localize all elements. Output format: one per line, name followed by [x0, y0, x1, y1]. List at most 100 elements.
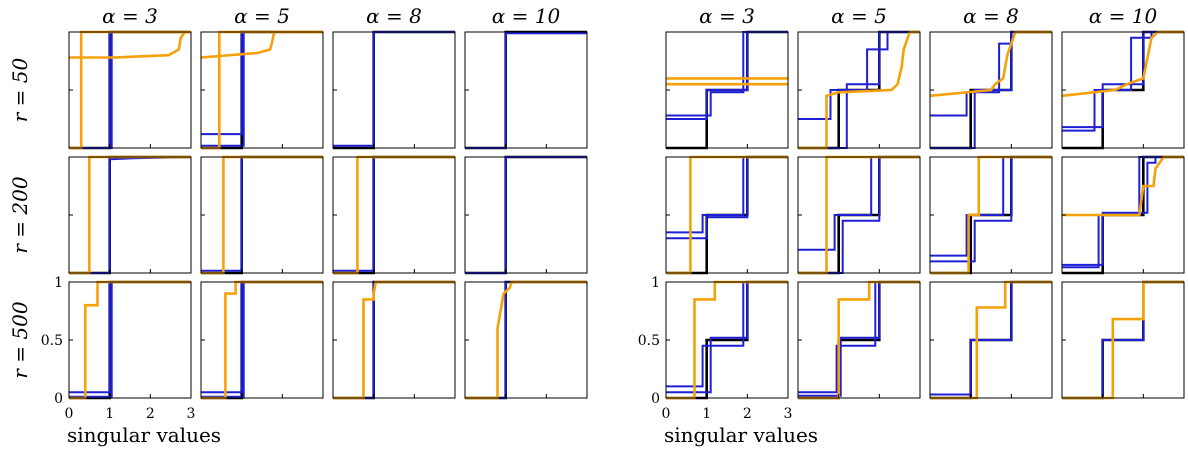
blue-step-series	[798, 156, 920, 251]
panel	[929, 155, 1053, 275]
blue-step-series	[666, 31, 788, 117]
panel-frame	[200, 156, 324, 274]
x-tick-label: 0	[65, 406, 74, 422]
panel-frame	[68, 156, 192, 274]
x-axis-label: singular values	[67, 423, 221, 447]
blue-step-series	[666, 281, 788, 388]
orange-step-series	[69, 30, 191, 59]
panel	[1061, 280, 1185, 400]
panel	[1061, 155, 1185, 275]
panel	[68, 280, 192, 400]
panel-frame	[332, 31, 456, 149]
column-title: α = 8	[366, 4, 422, 28]
blue-step-series	[465, 32, 587, 149]
orange-step-series	[69, 155, 191, 275]
blue-step-series	[1062, 31, 1184, 132]
orange-step-series	[201, 280, 323, 400]
blue-step-series	[1062, 31, 1184, 129]
panel	[200, 280, 324, 400]
blue-step-series	[69, 281, 191, 398]
blue-step-series	[1062, 281, 1184, 399]
row-label: r = 200	[8, 176, 32, 253]
orange-step-series	[69, 30, 191, 150]
panel	[797, 155, 921, 275]
orange-step-series	[465, 280, 587, 400]
panel	[929, 30, 1053, 150]
x-axis-label: singular values	[664, 423, 818, 447]
blue-step-series	[666, 156, 788, 234]
blue-step-series	[201, 281, 323, 398]
panel	[68, 155, 192, 275]
blue-step-series	[666, 156, 788, 240]
panel	[200, 155, 324, 275]
column-title: α = 10	[1089, 4, 1158, 28]
column-title: α = 10	[492, 4, 561, 28]
panel	[1061, 30, 1185, 150]
row-label: r = 500	[8, 301, 32, 378]
y-tick-label: 1	[54, 275, 63, 291]
blue-step-series	[798, 31, 920, 120]
panel	[797, 280, 921, 400]
panel	[665, 155, 789, 275]
blue-step-series	[201, 281, 323, 394]
y-tick-label: 0	[651, 391, 660, 407]
orange-step-series	[333, 280, 455, 400]
blue-step-series	[69, 156, 192, 274]
blue-step-series	[333, 31, 455, 147]
orange-step-series	[69, 280, 191, 400]
blue-step-series	[333, 281, 455, 399]
black-step-series	[465, 280, 587, 400]
panel-frame	[200, 281, 324, 399]
panel-frame	[464, 31, 588, 149]
blue-step-series	[666, 281, 788, 394]
blue-step-series	[930, 156, 1052, 257]
x-tick-label: 2	[146, 406, 155, 422]
orange-step-series	[333, 155, 455, 275]
column-title: α = 5	[831, 4, 887, 28]
black-step-series	[333, 155, 455, 275]
panel-frame	[464, 156, 588, 274]
row-label: r = 50	[8, 57, 32, 122]
x-tick-label: 1	[105, 406, 114, 422]
black-step-series	[69, 155, 191, 275]
panel	[665, 280, 789, 400]
column-title: α = 3	[699, 4, 755, 28]
black-step-series	[201, 280, 323, 400]
x-tick-label: 3	[187, 406, 196, 422]
black-step-series	[69, 30, 191, 150]
x-tick-label: 3	[784, 406, 793, 422]
blue-step-series	[1062, 156, 1184, 266]
orange-step-series	[1061, 30, 1184, 98]
orange-step-series	[929, 30, 1052, 98]
panel	[464, 30, 588, 150]
black-step-series	[333, 280, 455, 400]
blue-step-series	[465, 281, 587, 399]
x-tick-label: 2	[743, 406, 752, 422]
blue-step-series	[69, 31, 191, 149]
panel	[332, 280, 456, 400]
panel	[929, 280, 1053, 400]
panel	[665, 30, 789, 150]
panel	[464, 155, 588, 275]
orange-step-series	[798, 30, 920, 150]
column-title: α = 3	[102, 4, 158, 28]
blue-step-series	[666, 31, 788, 120]
black-step-series	[465, 155, 587, 275]
panel	[68, 30, 192, 150]
y-tick-label: 0	[54, 391, 63, 407]
panel	[797, 30, 921, 150]
panel-frame	[332, 156, 456, 274]
x-tick-label: 0	[662, 406, 671, 422]
panel-frame	[68, 281, 192, 399]
y-tick-label: 1	[651, 275, 660, 291]
orange-step-series	[201, 30, 323, 150]
column-title: α = 8	[963, 4, 1019, 28]
panel-frame	[332, 281, 456, 399]
blue-step-series	[930, 281, 1052, 396]
blue-step-series	[69, 31, 191, 149]
black-step-series	[69, 280, 191, 400]
black-step-series	[465, 30, 587, 150]
